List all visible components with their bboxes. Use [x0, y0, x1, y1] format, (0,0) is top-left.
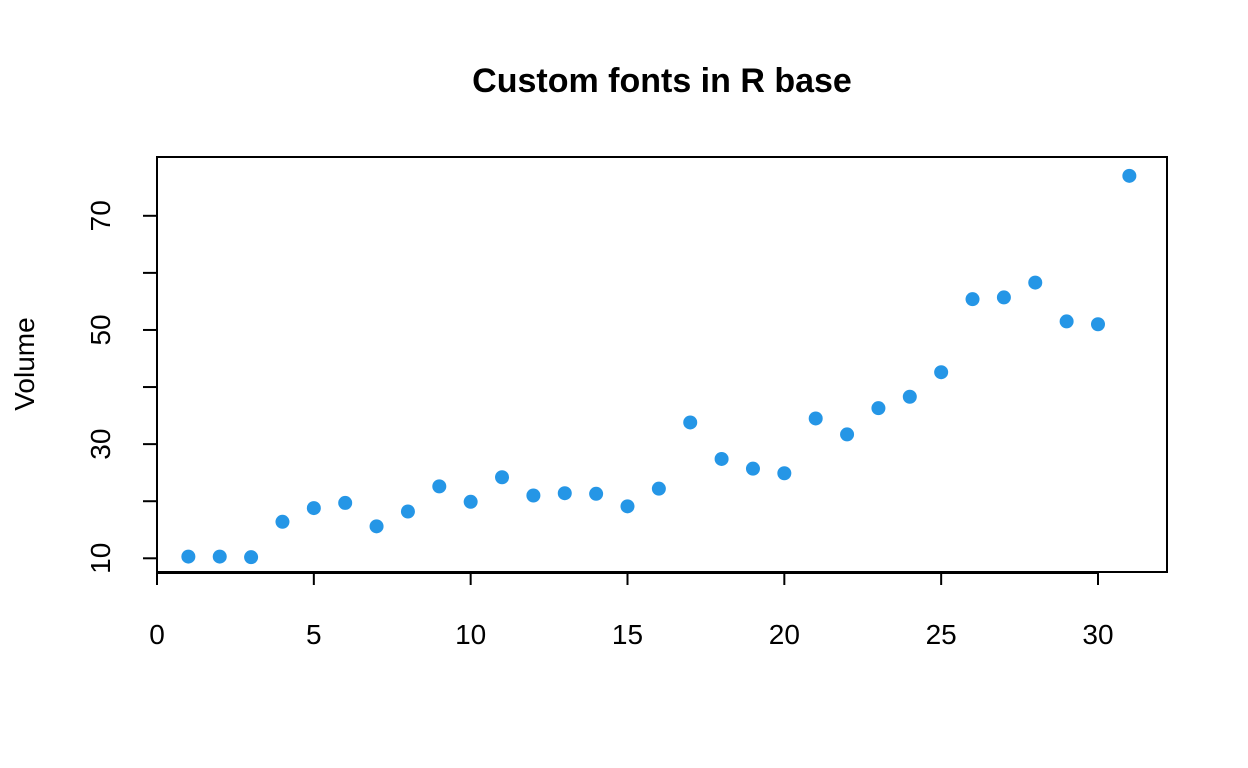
data-point: [902, 389, 917, 404]
x-tick-label: 30: [1082, 619, 1113, 650]
data-point: [996, 290, 1011, 305]
data-point: [432, 479, 447, 494]
data-point: [840, 427, 855, 442]
data-point: [212, 549, 227, 564]
y-tick-label: 30: [85, 429, 116, 460]
x-tick-label: 10: [455, 619, 486, 650]
data-point: [651, 481, 666, 496]
data-point: [275, 514, 290, 529]
data-point: [338, 495, 353, 510]
x-axis: 0 5 10 15 20 25 30: [149, 572, 1114, 650]
data-point: [495, 470, 510, 485]
chart-title: Custom fonts in R base: [472, 62, 852, 100]
data-point: [1090, 317, 1105, 332]
data-point: [683, 415, 698, 430]
data-point: [1028, 275, 1043, 290]
data-points: [181, 168, 1137, 565]
data-point: [620, 499, 635, 514]
data-point: [463, 494, 478, 509]
data-point: [589, 486, 604, 501]
data-point: [1122, 168, 1137, 183]
data-point: [871, 401, 886, 416]
x-tick-label: 25: [926, 619, 957, 650]
data-point: [400, 504, 415, 519]
y-axis: 10 30 50 70: [85, 200, 158, 574]
y-tick-label: 70: [85, 200, 116, 231]
data-point: [745, 461, 760, 476]
data-point: [181, 549, 196, 564]
y-tick-label: 50: [85, 314, 116, 345]
data-point: [369, 519, 384, 534]
data-point: [557, 486, 572, 501]
data-point: [244, 550, 259, 565]
data-point: [306, 501, 321, 516]
y-axis-label: Volume: [9, 317, 40, 410]
x-tick-label: 15: [612, 619, 643, 650]
data-point: [808, 411, 823, 426]
data-point: [714, 451, 729, 466]
data-point: [777, 466, 792, 481]
y-tick-label: 10: [85, 543, 116, 574]
x-tick-label: 20: [769, 619, 800, 650]
data-point: [1059, 314, 1074, 329]
x-tick-label: 5: [306, 619, 322, 650]
x-tick-label: 0: [149, 619, 165, 650]
data-point: [965, 292, 980, 307]
data-point: [934, 365, 949, 380]
data-point: [526, 488, 541, 503]
